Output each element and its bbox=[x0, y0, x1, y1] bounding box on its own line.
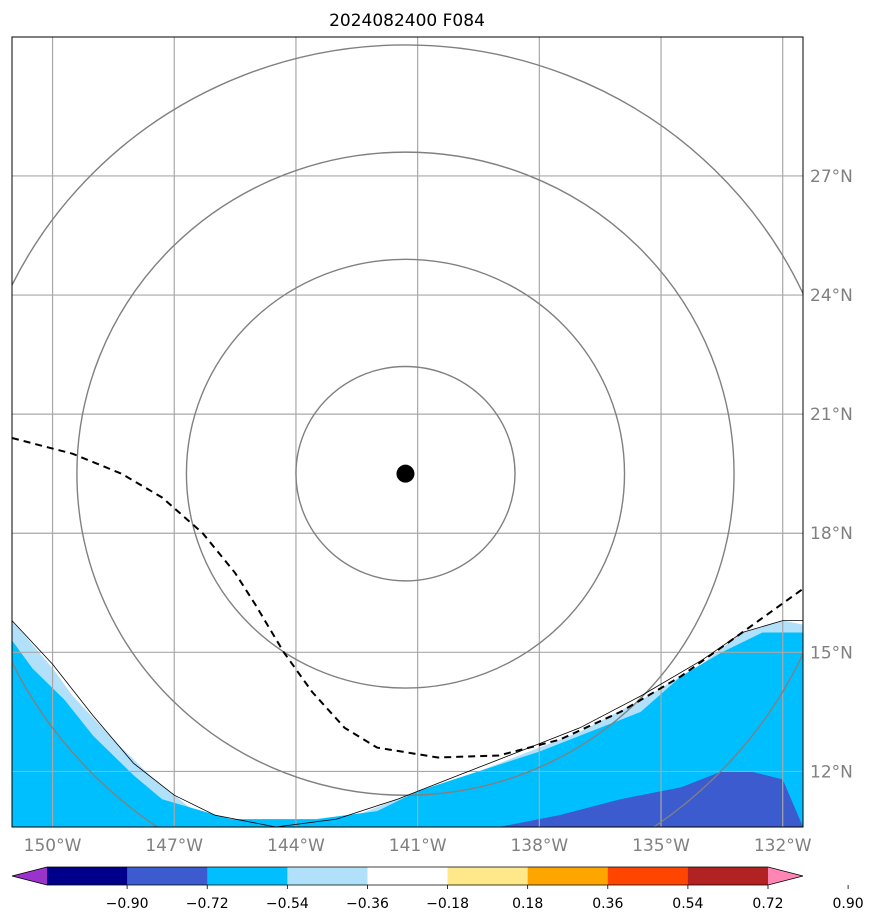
plot-area bbox=[12, 37, 803, 827]
lon-tick-label: 135°W bbox=[632, 836, 690, 856]
lon-tick-label: 132°W bbox=[754, 836, 812, 856]
colorbar-tick-label: −0.36 bbox=[346, 896, 389, 912]
range-ring-2 bbox=[185, 258, 626, 689]
colorbar-segment bbox=[367, 867, 449, 885]
colorbar-segment bbox=[607, 867, 689, 885]
colorbar-tick-label: −0.18 bbox=[426, 896, 469, 912]
dashed-contour-line bbox=[12, 437, 803, 759]
lon-tick-label: 141°W bbox=[389, 836, 447, 856]
colorbar-tick-label: −0.72 bbox=[186, 896, 229, 912]
plot-frame bbox=[11, 36, 804, 828]
colorbar-segment bbox=[207, 867, 288, 885]
chart-title: 2024082400 F084 bbox=[329, 11, 485, 31]
lon-tick-label: 150°W bbox=[24, 836, 82, 856]
colorbar-segment bbox=[687, 867, 769, 885]
lon-tick-label: 144°W bbox=[267, 836, 325, 856]
range-ring-3 bbox=[76, 151, 735, 796]
lat-tick-label: 24°N bbox=[810, 286, 853, 306]
lat-tick-label: 21°N bbox=[810, 405, 853, 425]
colorbar-segment bbox=[287, 867, 368, 885]
thin-contour-line bbox=[12, 620, 803, 827]
lat-tick-label: 18°N bbox=[810, 524, 853, 544]
colorbar-tick-label: −0.54 bbox=[266, 896, 309, 912]
colorbar-segment bbox=[127, 867, 208, 885]
colorbar-segment bbox=[527, 867, 609, 885]
colorbar-outline bbox=[11, 866, 804, 886]
center-marker bbox=[396, 464, 415, 483]
colorbar-tick-label: −0.90 bbox=[106, 896, 149, 912]
lat-tick-label: 27°N bbox=[810, 167, 853, 187]
shaded-region-3 bbox=[498, 771, 803, 827]
range-ring-4 bbox=[12, 44, 803, 827]
colorbar-tick-label: 0.72 bbox=[752, 896, 783, 912]
colorbar-tick-label: 0.18 bbox=[512, 896, 543, 912]
lat-tick-label: 12°N bbox=[810, 762, 853, 782]
colorbar-extend-low bbox=[12, 867, 47, 885]
colorbar-tick-label: 0.36 bbox=[592, 896, 623, 912]
shaded-region-2 bbox=[12, 632, 803, 827]
lon-tick-label: 147°W bbox=[145, 836, 203, 856]
colorbar-segment bbox=[447, 867, 529, 885]
colorbar-segment bbox=[47, 867, 128, 885]
colorbar-tick-label: 0.90 bbox=[833, 896, 864, 912]
colorbar-extend-high bbox=[768, 867, 803, 885]
lon-tick-label: 138°W bbox=[510, 836, 568, 856]
lat-tick-label: 15°N bbox=[810, 643, 853, 663]
colorbar-tick-label: 0.54 bbox=[672, 896, 703, 912]
range-ring-1 bbox=[295, 365, 516, 582]
